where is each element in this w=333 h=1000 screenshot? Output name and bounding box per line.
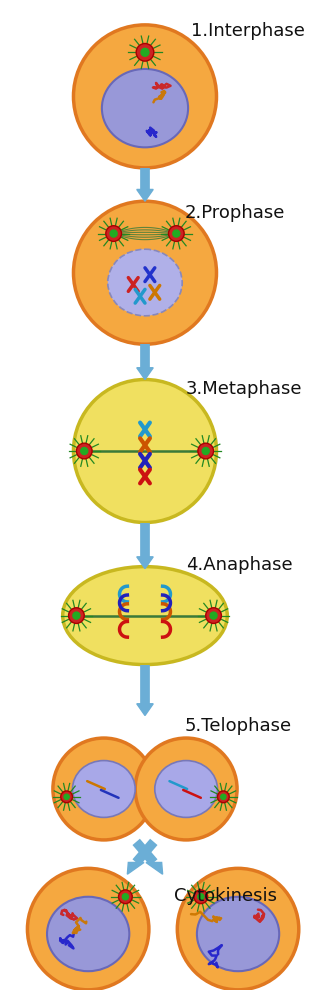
Text: 5.Telophase: 5.Telophase [184,717,291,735]
Circle shape [69,608,84,623]
Circle shape [110,230,117,237]
Text: 3.Metaphase: 3.Metaphase [186,380,303,398]
Circle shape [119,890,132,904]
Circle shape [74,25,216,168]
Polygon shape [137,368,153,380]
Circle shape [61,791,73,803]
Circle shape [76,443,92,459]
Circle shape [198,443,213,459]
Circle shape [106,226,122,241]
Circle shape [74,380,216,523]
Ellipse shape [73,761,135,817]
Text: 4.Anaphase: 4.Anaphase [186,556,293,574]
Text: Cytokinesis: Cytokinesis [174,887,277,905]
Polygon shape [127,862,144,874]
Polygon shape [137,704,153,716]
Circle shape [73,612,80,619]
Circle shape [136,43,154,61]
Circle shape [206,608,221,623]
Circle shape [122,894,129,900]
Circle shape [135,738,237,840]
Polygon shape [146,862,163,874]
Circle shape [141,48,149,56]
Circle shape [202,447,209,455]
Circle shape [168,226,184,241]
Circle shape [53,738,155,840]
Circle shape [210,612,217,619]
Circle shape [64,794,69,799]
Circle shape [74,201,216,344]
Ellipse shape [47,897,129,971]
Circle shape [194,890,208,904]
Circle shape [173,230,180,237]
Polygon shape [137,189,153,201]
Ellipse shape [102,69,188,147]
Circle shape [177,868,299,990]
Ellipse shape [155,761,217,817]
Polygon shape [137,557,153,569]
Circle shape [221,794,226,799]
Text: 1.Interphase: 1.Interphase [191,22,305,40]
Ellipse shape [197,897,279,971]
Text: 2.Prophase: 2.Prophase [184,204,284,222]
Ellipse shape [63,567,227,665]
Circle shape [27,868,149,990]
Circle shape [217,791,229,803]
Circle shape [198,894,204,900]
Ellipse shape [108,249,182,316]
Circle shape [81,447,88,455]
